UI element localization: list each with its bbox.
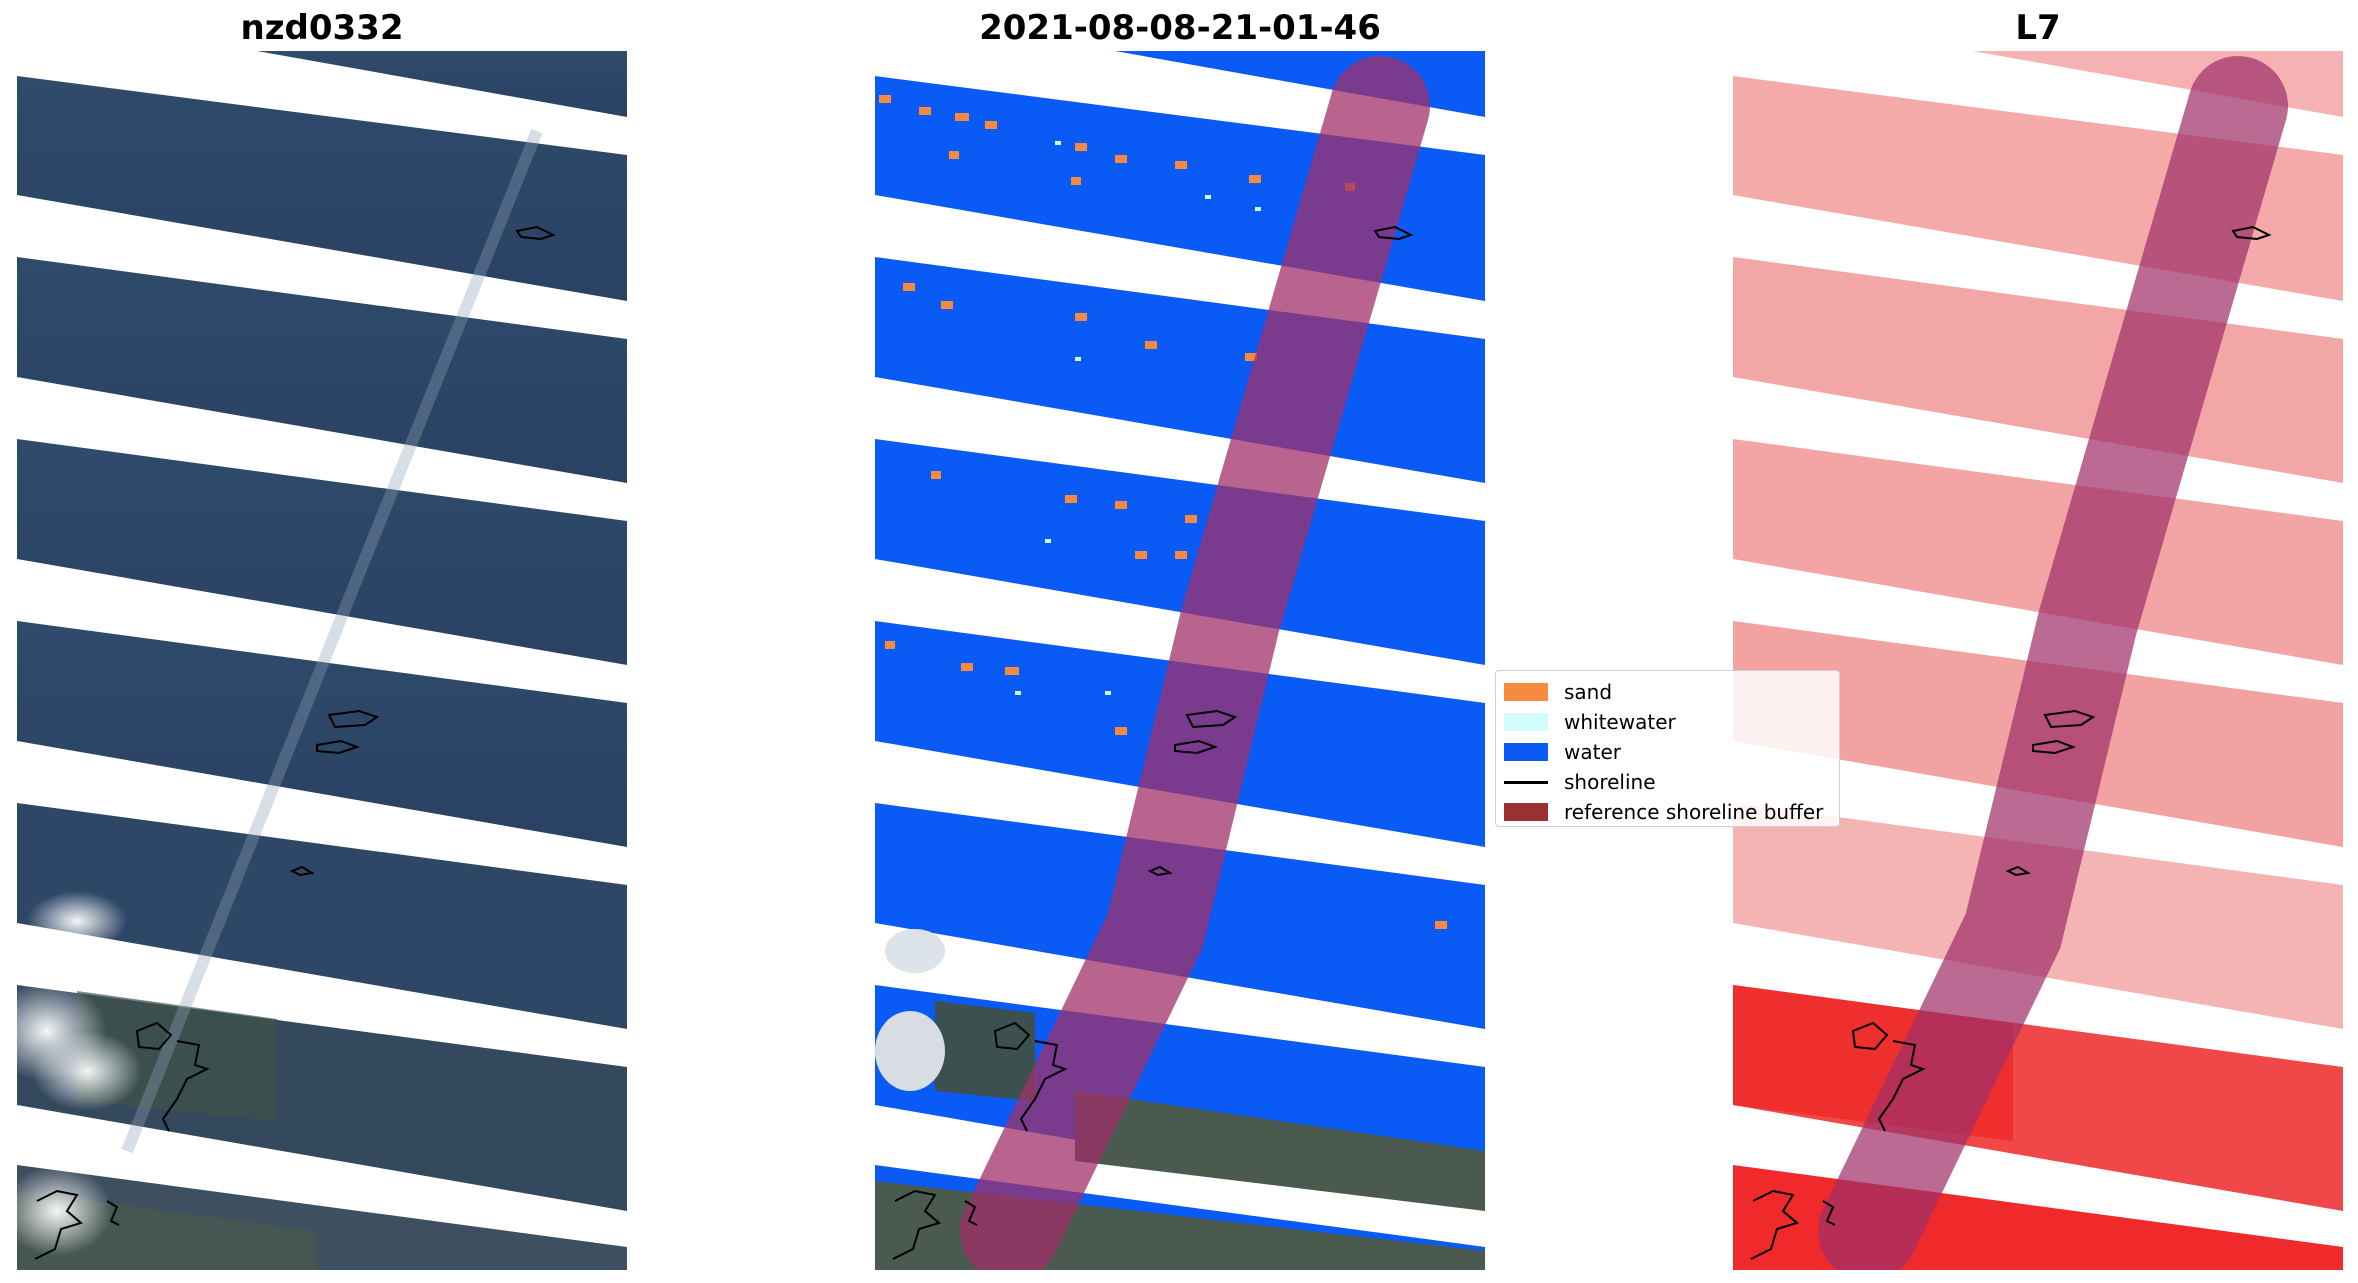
legend-label-buffer: reference shoreline buffer [1564,800,1824,824]
legend: sand whitewater water shoreline referenc… [1495,670,1840,827]
reference-shoreline-buffer [960,56,1430,1270]
whitewater-swatch [1504,713,1548,731]
sand-swatch [1504,683,1548,701]
shoreline-line-swatch [1504,780,1548,784]
water-swatch [1504,743,1548,761]
legend-label-water: water [1564,740,1621,764]
panel-title-index: L7 [2015,8,2061,48]
legend-item-whitewater: whitewater [1504,707,1831,737]
panel-title-rgb: nzd0332 [240,8,404,48]
rgb-image-panel [17,51,627,1270]
legend-label-whitewater: whitewater [1564,710,1676,734]
rgb-image [17,51,627,1270]
index-image [1733,51,2343,1270]
reference-shoreline-buffer [1818,56,2288,1270]
legend-label-sand: sand [1564,680,1613,704]
legend-item-sand: sand [1504,677,1831,707]
legend-item-shoreline: shoreline [1504,767,1831,797]
shoreline [1750,225,2272,1260]
legend-item-water: water [1504,737,1831,767]
legend-item-buffer: reference shoreline buffer [1504,797,1831,827]
legend-label-shoreline: shoreline [1564,770,1656,794]
panel-title-classified: 2021-08-08-21-01-46 [979,8,1381,48]
shoreline [34,225,556,1260]
shoreline [892,225,1414,1260]
whitewater-class [1015,141,1261,695]
buffer-swatch [1504,803,1548,821]
classified-image-panel [875,51,1485,1270]
index-image-panel [1733,51,2343,1270]
classified-image [875,51,1485,1270]
image-strips [17,51,627,1270]
